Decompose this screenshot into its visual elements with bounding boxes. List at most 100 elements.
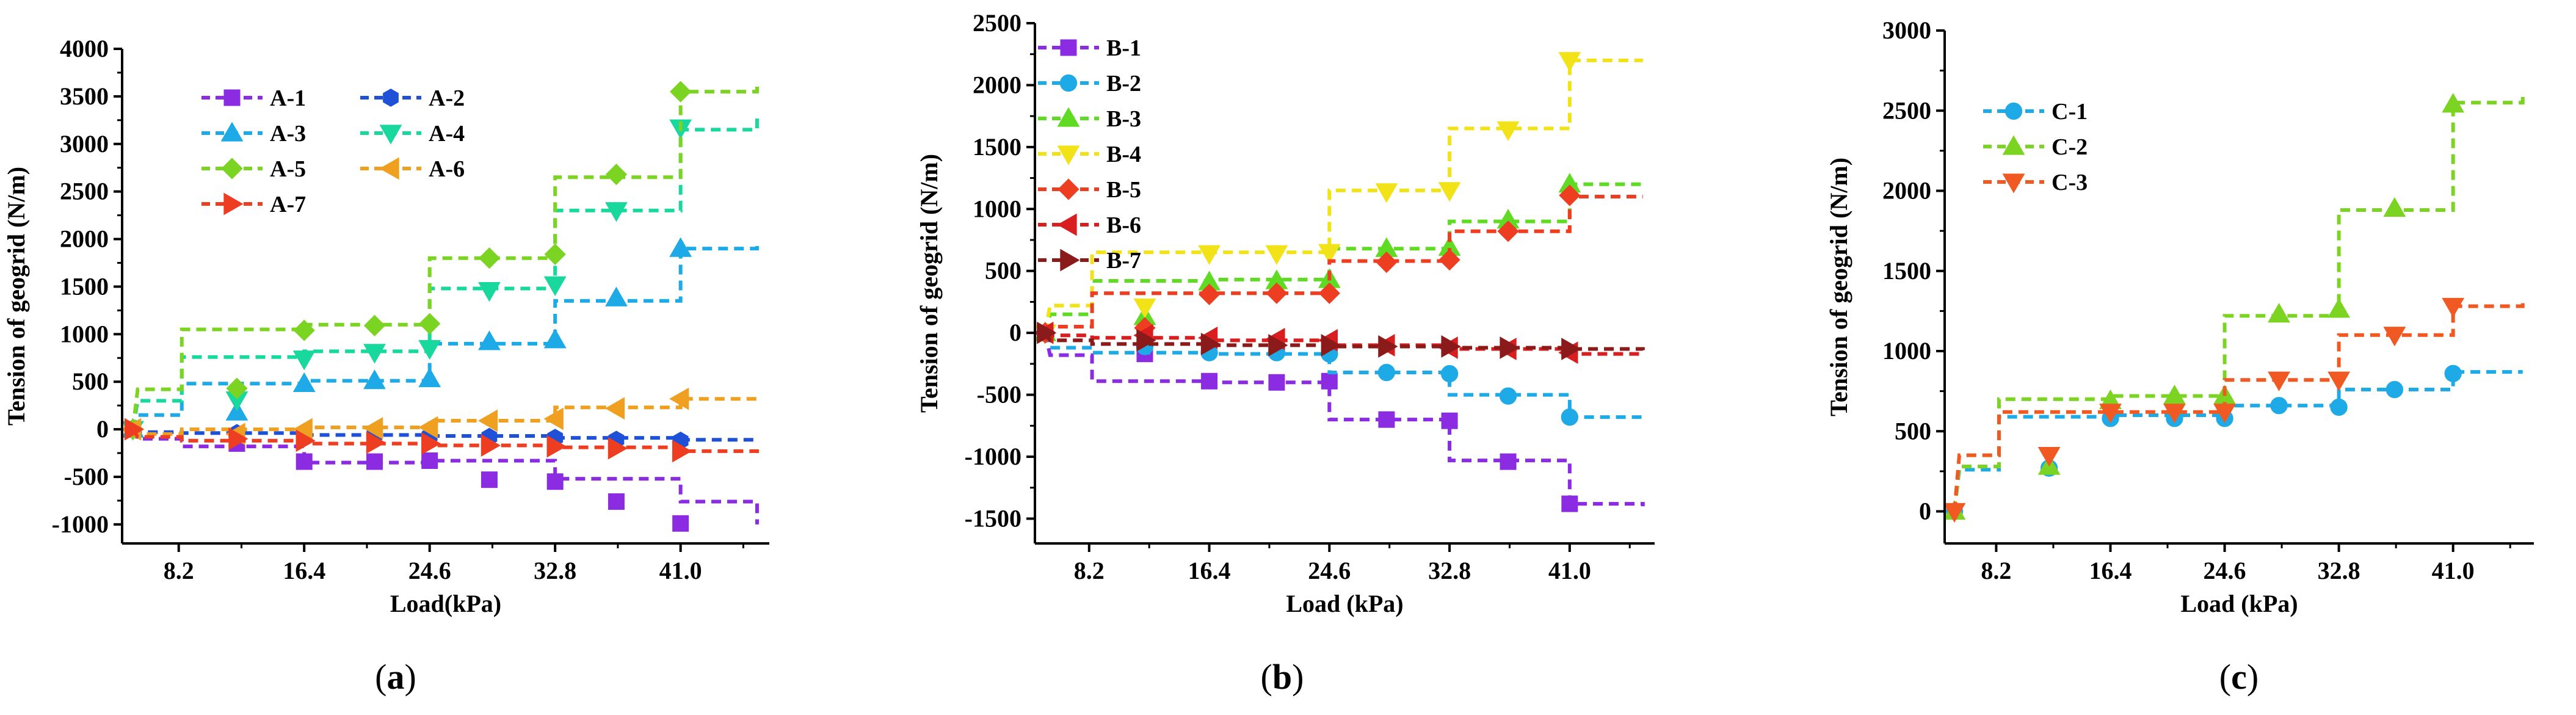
marker-A-5-2 [226,377,248,399]
y-tick-label: -1000 [965,443,1021,470]
legend-marker-C-2 [2002,135,2025,155]
y-tick-label: 2000 [973,71,1021,98]
panel-caption-open: ( [2219,657,2231,697]
legend-marker-A-3 [220,122,244,142]
x-tick-label: 41.0 [1548,557,1591,584]
legend-label: B-3 [1106,106,1141,132]
marker-B-5-3 [1198,283,1221,305]
y-tick-label: 1500 [1882,257,1931,285]
marker-C-1-6 [2270,397,2288,415]
y-tick-label: 1500 [973,133,1021,161]
y-tick-label: 0 [1009,319,1021,346]
marker-A-1-5 [421,452,438,469]
marker-A-5-5 [419,313,441,335]
marker-B-4-2 [1133,298,1156,319]
marker-A-4-3 [292,350,316,371]
marker-A-3-4 [363,369,386,390]
legend-marker-B-3 [1057,107,1080,127]
legend-marker-B-4 [1057,145,1080,165]
legend-marker-A-4 [379,125,402,145]
marker-A-1-7 [546,473,564,490]
marker-A-4-5 [418,340,441,360]
marker-B-1-6 [1378,411,1395,428]
marker-A-3-6 [478,330,501,350]
marker-A-3-5 [418,367,441,388]
marker-C-2-8 [2383,197,2406,217]
marker-B-5-6 [1376,251,1398,274]
series-line-B-4 [1043,58,1643,333]
legend-marker-C-1 [2005,102,2023,120]
panel-caption: (c) [2219,657,2259,697]
legend-item-B-7: B-7 [1038,248,1141,274]
chart-panel-b: -1500 -1000 -500 0 500 1000 1500 2000 2500 8.2 16.… [915,9,1655,697]
marker-B-5-4 [1266,282,1288,304]
legend-item-B-5: B-5 [1038,177,1141,203]
legend-item-A-4: A-4 [360,121,465,147]
marker-B-4-5 [1318,244,1341,264]
legend-label: A-5 [270,156,306,182]
series-B-2 [1036,324,1645,426]
y-tick-label: 2000 [1882,177,1931,205]
y-tick-label: 0 [96,415,109,443]
legend-label: A-7 [270,192,306,217]
x-tick-label: 8.2 [1981,557,2011,584]
legend-label: A-3 [270,121,306,147]
marker-B-2-7 [1440,365,1459,383]
legend-label: A-6 [429,156,465,182]
legend-item-C-3: C-3 [1983,170,2088,195]
legend-item-A-2: A-2 [360,85,465,111]
marker-B-7-6 [1378,335,1398,358]
series-B-7 [1037,321,1645,360]
series-line-B-5 [1043,195,1643,335]
legend-label: A-4 [429,121,465,147]
y-axis-title: Tension of geogrid (N/m) [1825,158,1852,416]
legend-item-A-3: A-3 [201,121,306,147]
legend-label: B-5 [1106,177,1141,203]
marker-A-5-7 [544,243,566,266]
series-line-C-1 [1952,370,2523,512]
marker-A-4-6 [478,281,501,302]
marker-B-4-7 [1438,182,1461,202]
panel-caption-close: ) [1292,657,1304,697]
marker-B-7-1 [1037,321,1057,344]
x-axis-title: Load (kPa) [1286,590,1403,617]
legend-item-A-5: A-5 [201,156,306,182]
marker-A-7-9 [672,440,692,463]
marker-A-7-6 [481,434,501,457]
legend-label: B-4 [1106,142,1141,167]
marker-C-3-1 [1943,503,1966,523]
legend-label: C-2 [2052,134,2088,160]
marker-A-4-4 [363,344,386,364]
x-tick-label: 41.0 [2432,557,2475,584]
marker-B-1-7 [1441,412,1458,429]
marker-C-3-4 [2163,404,2186,424]
marker-A-4-8 [604,202,628,222]
legend-marker-B-6 [1057,213,1077,236]
marker-C-1-8 [2386,380,2404,399]
y-tick-label: 1000 [60,320,109,347]
y-tick-label: 0 [1919,498,1931,525]
legend-label: B-7 [1106,248,1141,274]
panel-caption-close: ) [2247,657,2259,697]
marker-A-3-7 [543,328,567,349]
legend-marker-A-7 [223,192,244,216]
series-line-B-2 [1043,332,1645,420]
y-tick-label: 3000 [60,130,109,158]
legend-item-B-2: B-2 [1038,71,1141,96]
legend-marker-B-1 [1060,39,1077,56]
panel-caption-letter: c [2231,657,2247,697]
y-tick-label: 3000 [1882,16,1931,44]
y-tick-label: 2500 [973,9,1021,37]
marker-B-5-7 [1439,249,1460,271]
marker-C-2-6 [2268,303,2290,323]
legend-item-A-6: A-6 [360,156,465,182]
legend-label: B-1 [1106,35,1141,61]
y-tick-label: 500 [985,257,1021,285]
marker-C-3-6 [2268,371,2290,391]
legend-marker-A-2 [383,89,399,107]
marker-C-3-8 [2383,327,2406,347]
y-tick-label: 2500 [60,178,109,205]
x-tick-label: 24.6 [408,557,451,584]
legend-item-B-1: B-1 [1038,35,1141,61]
x-axis-title: Load (kPa) [2180,590,2298,617]
